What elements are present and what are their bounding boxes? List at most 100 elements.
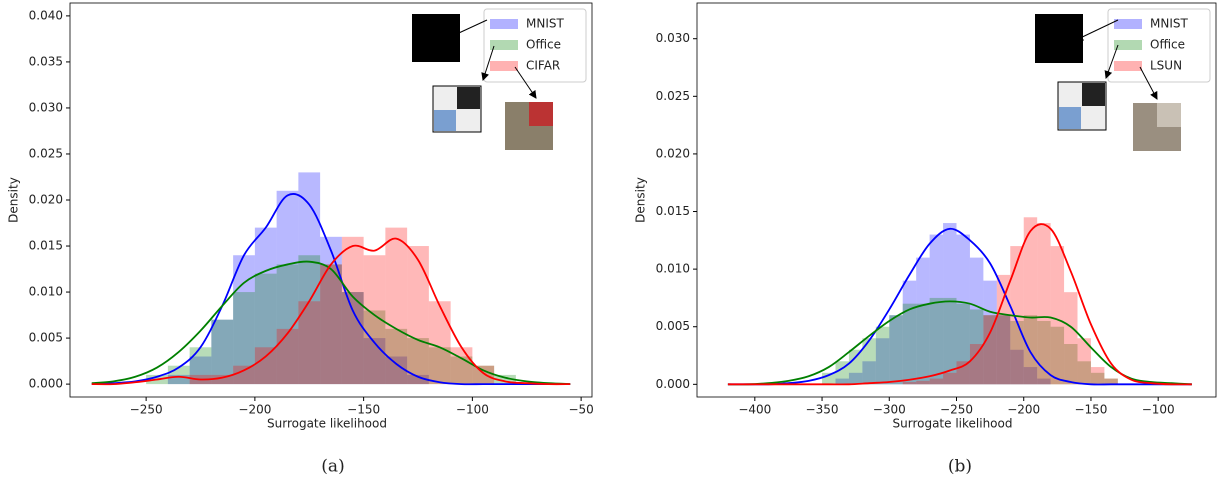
histogram-bar [1010, 320, 1024, 385]
legend-label: MNIST [526, 17, 564, 31]
histogram-bar [276, 190, 299, 385]
histogram-bar [167, 374, 190, 385]
arrow [514, 66, 537, 99]
histogram-bar [254, 227, 277, 385]
y-tick-label: 0.025 [656, 89, 690, 103]
kde-line [91, 260, 571, 386]
y-tick-label: 0.030 [656, 31, 690, 45]
y-tick-label: 0.000 [29, 377, 63, 391]
histogram-bar [875, 326, 890, 385]
histogram-bar [848, 372, 863, 385]
y-tick-label: 0.035 [29, 54, 63, 68]
histogram-bar [862, 338, 876, 385]
histogram-bar [822, 372, 836, 385]
histogram-bar [956, 234, 970, 385]
y-axis-label: Density [634, 177, 648, 223]
histogram-bar [450, 356, 473, 385]
histogram-bar [996, 274, 1011, 385]
histogram-bar [916, 257, 930, 385]
office-thumbnail-part [1059, 107, 1081, 129]
histogram-bar [233, 292, 255, 385]
arrow [1075, 19, 1119, 41]
caption: (a) [321, 457, 344, 477]
histogram-bar [1064, 344, 1078, 385]
x-tick-label: −150 [1074, 403, 1107, 417]
histogram-bar [276, 328, 299, 385]
histogram-bar [320, 264, 342, 385]
caption: (b) [948, 457, 972, 477]
histogram-bar [254, 273, 277, 385]
histogram-bar [1023, 217, 1038, 385]
histogram-bar [969, 344, 984, 385]
histogram-bar [1037, 223, 1051, 385]
histogram-bar [943, 223, 957, 385]
x-tick-label: −250 [940, 403, 973, 417]
histogram-bar [1010, 349, 1024, 385]
legend-label: Office [1150, 38, 1185, 52]
y-tick-label: 0.025 [29, 146, 63, 160]
histogram-bar [862, 361, 876, 385]
histogram-bar [298, 301, 321, 385]
histogram-bar [969, 257, 984, 385]
y-tick-label: 0.015 [29, 239, 63, 253]
y-tick-label: 0.005 [29, 331, 63, 345]
legend: MNIST Office LSUN [1107, 8, 1211, 83]
legend-label: CIFAR [526, 59, 560, 73]
y-tick-label: 0.020 [29, 193, 63, 207]
histogram-bar [233, 365, 255, 385]
histogram-bar [407, 246, 429, 385]
histogram-bar [1050, 246, 1065, 385]
y-tick-label: 0.005 [656, 319, 690, 333]
histogram-bar [902, 382, 917, 385]
histogram-bar [341, 292, 364, 385]
histogram-bar [902, 280, 917, 385]
legend-frame [483, 8, 587, 83]
y-tick-label: 0.010 [29, 285, 63, 299]
x-tick-label: −350 [806, 403, 839, 417]
histogram-bar [363, 255, 386, 385]
legend-swatch [490, 40, 518, 50]
x-tick-label: −250 [130, 403, 163, 417]
y-tick-label: 0.000 [656, 377, 690, 391]
histogram-bar [929, 297, 944, 385]
histogram-bar [450, 347, 473, 385]
histogram-bar [848, 349, 863, 385]
histogram-bar [1023, 367, 1038, 385]
lsun-thumbnail-part [1157, 103, 1181, 127]
legend: MNIST Office CIFAR [483, 8, 587, 83]
histogram-bar [298, 172, 321, 385]
histogram-bar [1037, 320, 1051, 385]
histogram-bar [1023, 315, 1038, 385]
thumbnails [412, 14, 1181, 151]
x-tick-label: −100 [456, 403, 489, 417]
histogram-bar [472, 365, 495, 385]
histogram-bar [969, 309, 984, 385]
x-tick-label: −200 [1007, 403, 1040, 417]
histogram-bar [407, 338, 429, 385]
histogram-bar [407, 374, 429, 385]
histogram-bar [1010, 246, 1024, 385]
histogram-bar [211, 319, 234, 385]
histogram-bar [189, 356, 212, 385]
histogram-bar [428, 347, 451, 385]
histogram-bar [1077, 361, 1091, 385]
histogram-bar [189, 347, 212, 385]
histogram-bar [385, 356, 408, 385]
x-axis-label: Surrogate likelihood [893, 417, 1013, 431]
histogram-bar [1037, 378, 1051, 385]
histogram-bar [1090, 367, 1105, 385]
office-thumbnail-part [457, 87, 480, 109]
histogram-bar [363, 310, 386, 385]
mnist-thumbnail [412, 14, 460, 62]
x-tick-label: −100 [1142, 403, 1175, 417]
mnist-thumbnail [1035, 14, 1083, 63]
arrow [481, 45, 495, 81]
histogram-bar [902, 303, 917, 385]
legend-swatch [490, 61, 518, 71]
x-axis-label: Surrogate likelihood [267, 417, 387, 431]
histogram-bar [1104, 378, 1118, 385]
histogram-bar [916, 303, 930, 385]
legend-swatch [1114, 61, 1142, 71]
